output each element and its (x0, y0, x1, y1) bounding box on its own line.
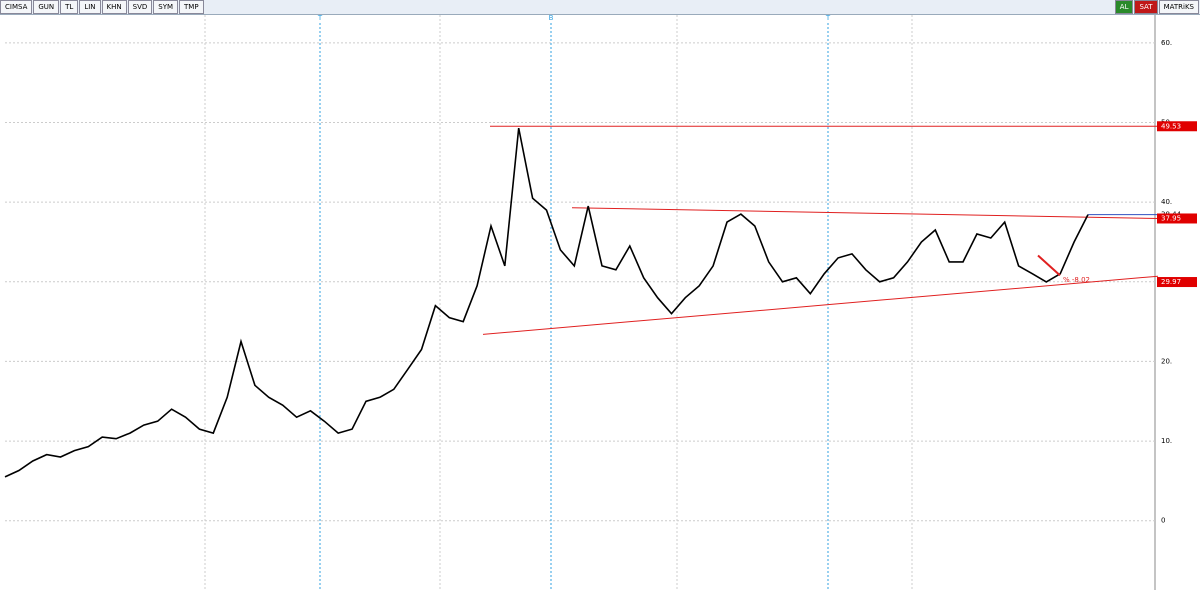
y-tick-label: 60. (1161, 39, 1172, 47)
annotation-line (1037, 254, 1061, 277)
spacer (205, 0, 1114, 14)
button[interactable]: SYM (153, 0, 179, 14)
price-label: 29.97 (1161, 278, 1181, 286)
y-tick-label: 0 (1161, 517, 1165, 525)
button[interactable]: TMP (179, 0, 204, 14)
chart: 010.20.30.40.50.60.TBT% -8.0249.5338.443… (4, 15, 1197, 590)
sell-button[interactable]: SAT (1134, 0, 1158, 14)
button[interactable]: TL (60, 0, 79, 14)
symbol-button[interactable]: CIMSA (0, 0, 33, 14)
price-label-box (1157, 277, 1197, 288)
button[interactable]: KHN (101, 0, 127, 14)
trendline (571, 207, 1159, 219)
price-label: 37.95 (1161, 214, 1181, 222)
y-tick-label: 20. (1161, 357, 1172, 365)
marker-label: T (317, 15, 323, 22)
button[interactable]: GUN (33, 0, 60, 14)
annotation: % -8.02 (1063, 276, 1090, 284)
y-tick-label: 10. (1161, 437, 1172, 445)
trendline (482, 275, 1159, 335)
button[interactable]: SVD (127, 0, 153, 14)
marker-label: T (825, 15, 831, 22)
buy-button[interactable]: AL (1114, 0, 1134, 14)
price-line (4, 127, 1089, 478)
price-label-box (1157, 213, 1197, 224)
price-label-box (1157, 121, 1197, 132)
price-label: 49.53 (1161, 122, 1181, 130)
brand[interactable]: MATRiKS (1158, 0, 1199, 14)
toolbar: CIMSA GUN TL LIN KHN SVD SYM TMP AL SAT … (0, 0, 1200, 15)
button[interactable]: LIN (79, 0, 101, 14)
y-tick-label: 40. (1161, 198, 1172, 206)
marker-label: B (549, 15, 554, 22)
